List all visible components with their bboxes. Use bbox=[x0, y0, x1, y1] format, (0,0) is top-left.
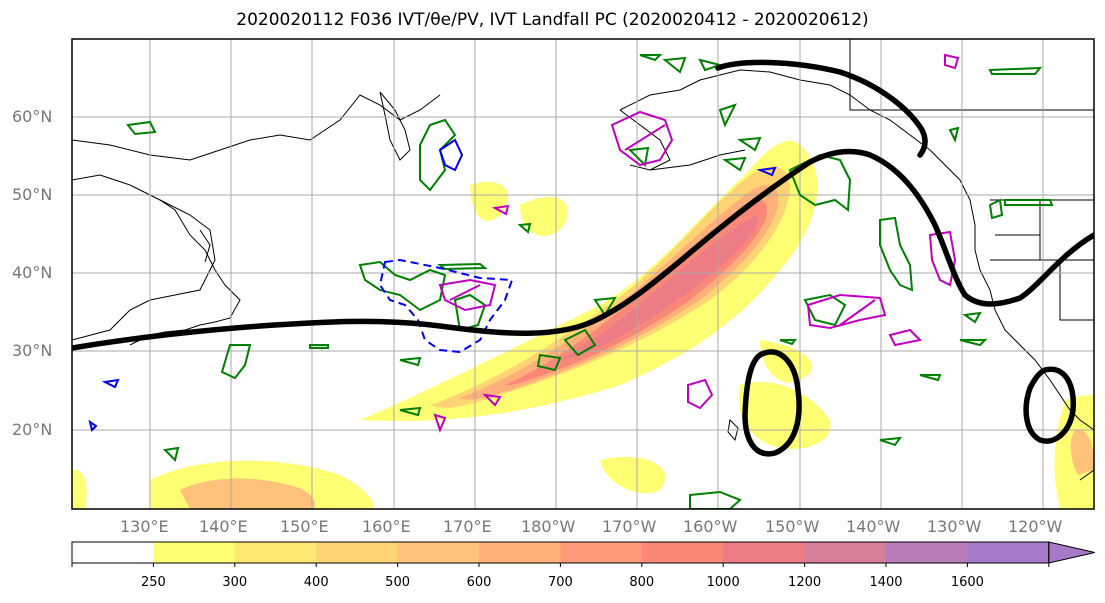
colorbar-tick-label: 500 bbox=[385, 575, 411, 590]
colorbar-segment bbox=[967, 542, 1050, 563]
lon-label-170w: 170°W bbox=[602, 517, 657, 536]
map-title: 2020020112 F036 IVT/θe/PV, IVT Landfall … bbox=[236, 10, 869, 30]
colorbar bbox=[71, 541, 1095, 567]
negative-contours bbox=[88, 138, 777, 432]
colorbar-segment bbox=[479, 542, 561, 563]
lat-label-30n: 30°N bbox=[12, 341, 53, 360]
lon-label-160w: 160°W bbox=[683, 517, 738, 536]
lat-label-50n: 50°N bbox=[12, 185, 53, 204]
lon-label-170e: 170°E bbox=[443, 517, 492, 536]
colorbar-tick-label: 700 bbox=[547, 575, 573, 590]
colorbar-tick-label: 400 bbox=[303, 575, 329, 590]
lat-label-60n: 60°N bbox=[12, 107, 53, 126]
lon-label-130w: 130°W bbox=[927, 517, 982, 536]
colorbar-extend-arrow bbox=[1048, 541, 1095, 564]
lon-label-150w: 150°W bbox=[765, 517, 820, 536]
colorbar-tick-label: 1200 bbox=[788, 575, 822, 590]
colorbar-tick-label: 300 bbox=[222, 575, 248, 590]
lon-label-130e: 130°E bbox=[120, 517, 169, 536]
lon-label-180w: 180°W bbox=[521, 517, 576, 536]
colorbar-segment bbox=[641, 542, 724, 563]
colorbar-tick-label: 800 bbox=[629, 575, 655, 590]
lon-label-120w: 120°W bbox=[1008, 517, 1063, 536]
ivt-landfall-contour bbox=[72, 59, 1094, 457]
colorbar-tick-label: 250 bbox=[140, 575, 166, 590]
lon-label-150e: 150°E bbox=[280, 517, 329, 536]
colorbar-tick-label: 1600 bbox=[950, 575, 984, 590]
colorbar-segment bbox=[397, 542, 480, 563]
colorbar-segment bbox=[723, 542, 806, 563]
colorbar-segment bbox=[560, 542, 643, 563]
colorbar-tick-label: 1400 bbox=[869, 575, 903, 590]
colorbar-segment bbox=[234, 542, 317, 563]
colorbar-segment bbox=[804, 542, 887, 563]
lon-label-140e: 140°E bbox=[199, 517, 248, 536]
colorbar-segment bbox=[316, 542, 399, 563]
colorbar-segment bbox=[72, 542, 154, 563]
pv-contours bbox=[433, 53, 960, 433]
lon-label-140w: 140°W bbox=[846, 517, 901, 536]
colorbar-tick-label: 1000 bbox=[706, 575, 740, 590]
lon-label-160e: 160°E bbox=[362, 517, 411, 536]
colorbar-segment bbox=[886, 542, 968, 563]
gridlines bbox=[72, 39, 1094, 509]
lat-label-40n: 40°N bbox=[12, 263, 53, 282]
theta-e-contours bbox=[126, 54, 1054, 509]
colorbar-tick-label: 600 bbox=[466, 575, 492, 590]
lat-label-20n: 20°N bbox=[12, 420, 53, 439]
map-frame bbox=[71, 38, 1095, 510]
colorbar-segment bbox=[153, 542, 236, 563]
